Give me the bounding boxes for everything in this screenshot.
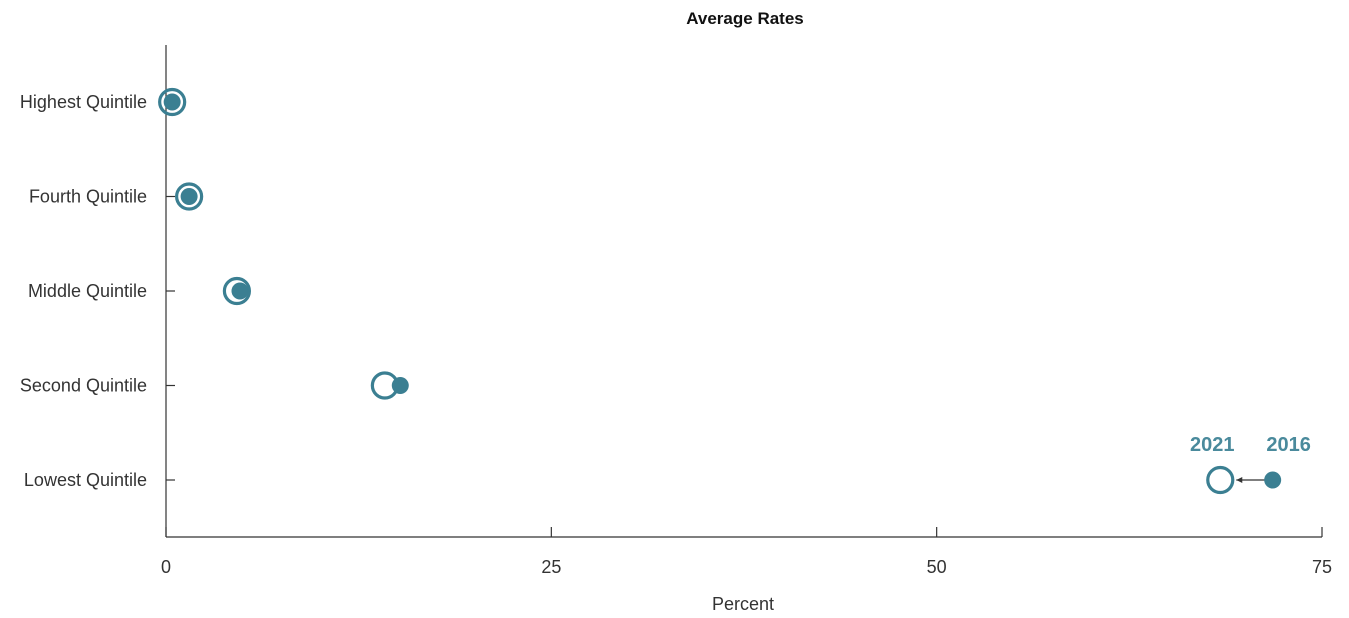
chart-title: Average Rates	[686, 9, 804, 28]
point-2021	[370, 371, 399, 400]
series-label-2016: 2016	[1266, 434, 1311, 456]
category-label: Middle Quintile	[28, 281, 147, 301]
point-2021	[175, 182, 204, 211]
x-tick-label: 50	[927, 557, 947, 577]
axes	[165, 45, 1323, 538]
point-2016	[231, 282, 249, 300]
x-tick-label: 75	[1312, 557, 1332, 577]
x-tick-label: 25	[541, 557, 561, 577]
point-2021	[158, 87, 187, 117]
point-2021	[222, 276, 252, 306]
point-2016	[180, 188, 198, 205]
point-2016	[1264, 471, 1282, 489]
category-label: Second Quintile	[20, 376, 147, 396]
point-2021	[1206, 465, 1235, 495]
category-label: Lowest Quintile	[24, 470, 147, 490]
category-label: Fourth Quintile	[29, 187, 147, 207]
chart-labels: 0 25 50 75 Percent Highest Quintile Fourth Qui…	[20, 92, 1332, 614]
x-tick-label: 0	[161, 557, 171, 577]
x-axis-title: Percent	[712, 594, 774, 614]
category-label: Highest Quintile	[20, 92, 147, 112]
point-2016	[163, 93, 181, 111]
series-label-2021: 2021	[1190, 434, 1235, 456]
data-marks	[158, 87, 1282, 495]
